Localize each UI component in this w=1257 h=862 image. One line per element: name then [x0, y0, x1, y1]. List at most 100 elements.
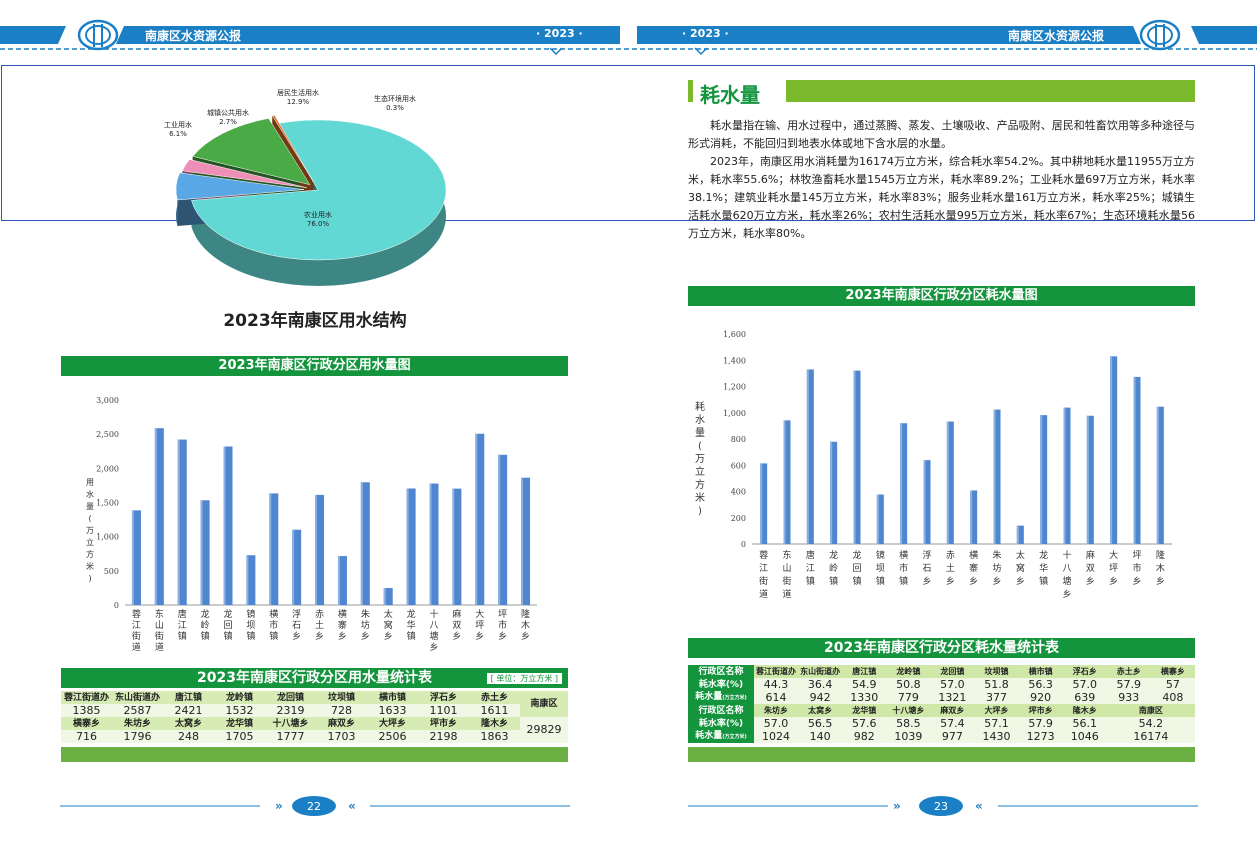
table-cell: 1703	[316, 730, 367, 743]
right-page-footer: » «	[688, 796, 1198, 816]
x-tick-label-char: 镜	[876, 549, 885, 561]
table-row: 1385 2587 2421 1532 2319 728 1633 1101 1611	[61, 704, 568, 717]
y-axis-label-char: 米	[86, 561, 94, 571]
x-tick-label-char: 市	[1132, 562, 1141, 574]
table-cell: 57.9	[1018, 717, 1063, 730]
x-tick-label-char: 镇	[852, 575, 861, 587]
water-use-table-footer	[61, 747, 568, 762]
bar-横市镇	[900, 423, 908, 544]
x-tick-label-char: 浮	[922, 549, 931, 561]
bar-highlight	[946, 421, 949, 544]
x-tick-label-char: 横	[338, 608, 347, 620]
x-tick-label-char: 镇	[899, 575, 908, 587]
bar-highlight	[269, 493, 272, 605]
table-cell: 大坪乡	[974, 704, 1019, 717]
x-tick-label-char: 朱	[992, 549, 1001, 561]
table-cell: 140	[798, 730, 843, 743]
x-tick-label-char: 双	[452, 620, 461, 631]
selection-box[interactable]	[1, 65, 1255, 221]
table-cell: 龙回镇	[265, 691, 316, 704]
x-tick-label-char: 横	[269, 608, 278, 620]
bar-highlight	[131, 510, 134, 605]
bar-十八塘乡	[429, 483, 439, 605]
table-cell: 2506	[367, 730, 418, 743]
y-tick-label: 1,600	[723, 330, 746, 339]
bar-highlight	[177, 439, 180, 605]
consumption-bar-chart: 0 200 400 600 800 1,000 1,200 1,400 1,600 耗水量 (万立方…	[695, 330, 1172, 600]
x-tick-label-char: 浮	[292, 608, 301, 620]
pie-pct-生态环境用水: 0.3%	[386, 104, 404, 112]
bar-highlight	[498, 454, 501, 605]
y-axis-label-char: 万	[86, 526, 94, 535]
x-tick-label-char: 镇	[201, 630, 210, 642]
x-tick-label-char: 乡	[292, 631, 301, 642]
x-tick-label-char: 土	[315, 619, 324, 631]
table-row: 横寨乡 朱坊乡 太窝乡 龙华镇 十八塘乡 麻双乡 大坪乡 坪市乡 隆木乡 29829	[61, 717, 568, 743]
table-cell: 54.9	[842, 678, 887, 691]
bar-龙回镇	[223, 446, 233, 605]
x-tick-label-char: 塘	[1062, 575, 1071, 587]
table-row: 716 1796 248 1705 1777 1703 2506 2198 1863	[61, 730, 568, 743]
x-tick-label-char: 街	[132, 630, 141, 642]
pie-slice-工业用水	[175, 172, 305, 201]
table-cell: 龙回镇	[930, 665, 975, 678]
bar-highlight	[452, 488, 455, 605]
x-tick-label-char: 坊	[361, 619, 370, 631]
page-number-right: 23	[934, 800, 948, 813]
y-tick-label: 2,500	[96, 430, 119, 439]
table-cell: 57.9	[1106, 678, 1151, 691]
bar-highlight	[853, 370, 856, 544]
summary-paragraph: 2023年，南康区用水消耗量为16174万立方米，综合耗水率54.2%。其中耕地…	[688, 155, 1195, 240]
bar-highlight	[970, 490, 973, 544]
header-title-right: 南康区水资源公报	[1008, 29, 1105, 43]
bar-朱坊乡	[993, 409, 1001, 544]
x-tick-label-char: 道	[759, 588, 768, 600]
consumption-stats-table: 行政区名称 蓉江街道办 东山街道办 唐江镇 龙岭镇 龙回镇 坟坝镇 横市镇 浮石乡 赤土乡 横寨乡耗…	[688, 665, 1195, 743]
x-tick-label-char: 回	[223, 620, 232, 631]
pie-slice-农业用水	[191, 119, 447, 261]
table-cell: 2587	[112, 704, 163, 717]
y-tick-label: 0	[741, 540, 746, 549]
unit-note: (万立方米)	[722, 695, 747, 701]
x-tick-label-char: 坪	[498, 609, 507, 620]
page-header: 南康区水资源公报 · 2023 · · 2023 · 南康区水资源公报	[0, 0, 1257, 62]
bar-highlight	[223, 446, 226, 605]
table-cell: 隆木乡	[469, 717, 520, 730]
bar-横寨乡	[337, 556, 347, 605]
x-tick-label-char: 塘	[429, 630, 438, 642]
x-tick-label-char: 乡	[1156, 576, 1165, 587]
x-tick-label-char: 乡	[1086, 576, 1095, 587]
y-tick-label: 1,000	[723, 409, 746, 418]
water-logo-icon	[77, 19, 119, 51]
y-tick-label: 0	[114, 601, 119, 610]
bar-龙华镇	[1040, 415, 1048, 544]
bar-朱坊乡	[360, 482, 370, 605]
bar-龙岭镇	[830, 441, 838, 544]
x-tick-label-char: 石	[292, 621, 301, 631]
x-tick-label-char: 麻	[1086, 549, 1095, 561]
x-tick-label-char: 十	[429, 608, 438, 620]
y-tick-label: 1,500	[96, 499, 119, 508]
pie-pct-城镇公共用水: 2.7%	[219, 118, 237, 126]
x-tick-label-char: 乡	[315, 631, 324, 642]
y-axis-label-char: )	[698, 506, 702, 517]
bar-highlight	[1086, 415, 1089, 544]
x-tick-label-char: 十	[1062, 549, 1071, 561]
bar-highlight	[200, 500, 203, 605]
x-tick-label-char: 街	[155, 630, 164, 642]
table-cell: 1101	[418, 704, 469, 717]
bar-highlight	[406, 488, 409, 605]
water-logo-icon-right	[1139, 19, 1181, 51]
table-cell: 坟坝镇	[316, 691, 367, 704]
x-tick-label-char: 土	[946, 562, 955, 574]
bar-highlight	[315, 494, 318, 605]
pie-label-工业用水: 工业用水	[164, 120, 192, 129]
bar-坪市乡	[498, 454, 508, 605]
table-cell: 56.1	[1062, 717, 1107, 730]
bar-浮石乡	[923, 460, 931, 544]
bar-highlight	[246, 555, 249, 605]
x-tick-label-char: 镇	[223, 630, 232, 642]
table-cell: 1430	[974, 730, 1019, 743]
bar-坪市乡	[1133, 376, 1141, 544]
